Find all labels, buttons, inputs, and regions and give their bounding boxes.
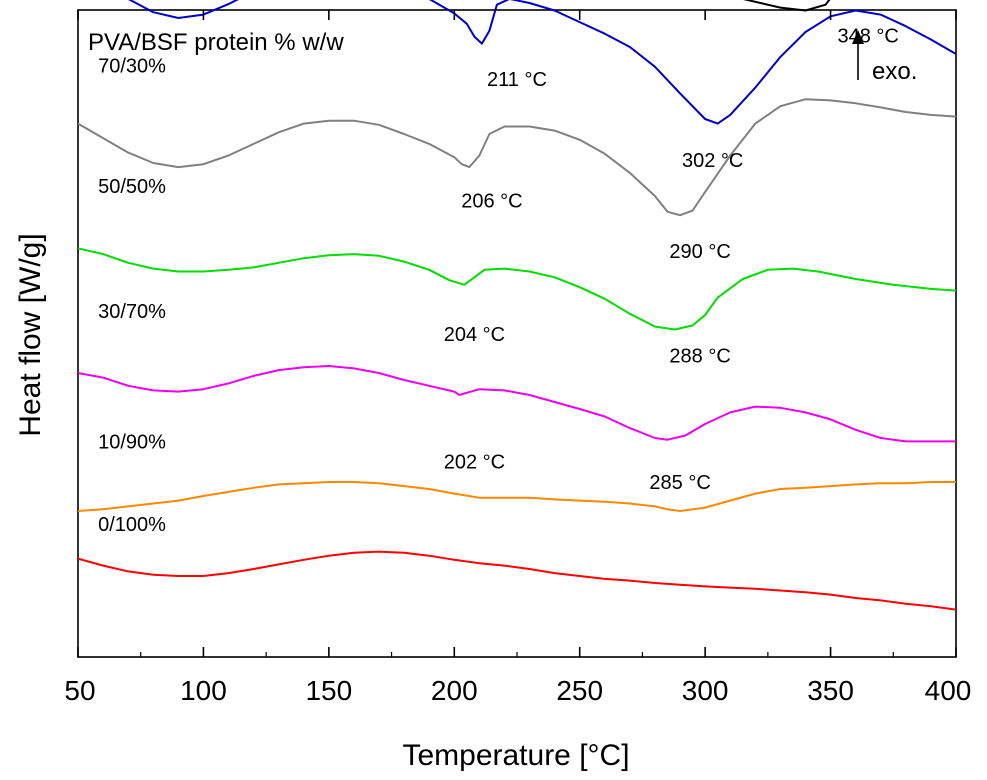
series-line-5	[77, 481, 956, 512]
peak-annotation-5: 290 °C	[669, 241, 730, 263]
series-line-0	[743, 0, 831, 12]
x-tick-label-1: 100	[180, 675, 227, 706]
x-axis-label: Temperature [°C]	[402, 739, 629, 772]
peak-annotation-2: 348 °C	[838, 25, 899, 47]
series-line-4	[77, 365, 956, 443]
x-tick-label-5: 300	[682, 675, 729, 706]
series-line-3	[77, 247, 957, 331]
peak-annotation-0: 212 °C	[486, 0, 547, 1]
series-line-6	[77, 550, 957, 611]
y-axis-label: Heat flow [W/g]	[14, 233, 47, 436]
peak-annotation-6: 204 °C	[444, 324, 505, 346]
x-tick-label-3: 200	[431, 675, 478, 706]
chart-title: PVA/BSF protein % w/w	[88, 29, 344, 56]
peak-annotation-9: 285 °C	[649, 472, 710, 494]
series-layer	[77, 0, 957, 611]
labels-layer: 100/0%90/10%70/30%50/50%30/70%10/90%0/10…	[98, 0, 899, 536]
exo-label: exo.	[872, 58, 917, 85]
peak-annotation-4: 206 °C	[461, 191, 522, 213]
series-label-5: 10/90%	[98, 431, 166, 453]
x-tick-label-7: 400	[925, 675, 972, 706]
series-label-2: 70/30%	[98, 56, 166, 78]
series-label-6: 0/100%	[98, 514, 166, 536]
exo-arrow-icon	[852, 30, 864, 44]
series-line-2	[77, 98, 957, 217]
peak-annotation-1: 211 °C	[487, 69, 547, 91]
peak-annotation-8: 202 °C	[444, 452, 505, 474]
x-tick-label-6: 350	[807, 675, 854, 706]
plot-frame	[77, 9, 957, 658]
exo-indicator: exo.	[852, 30, 917, 85]
x-tick-label-2: 150	[305, 675, 352, 706]
series-line-1	[128, 0, 957, 125]
series-label-4: 30/70%	[98, 301, 166, 323]
peak-annotation-3: 302 °C	[682, 150, 743, 172]
x-axis: 50 100 150 200 250 300 350 400	[64, 10, 971, 706]
x-tick-label-4: 250	[556, 675, 603, 706]
x-tick-label-0: 50	[64, 675, 95, 706]
series-label-3: 50/50%	[98, 176, 166, 198]
peak-annotation-7: 288 °C	[669, 346, 730, 368]
